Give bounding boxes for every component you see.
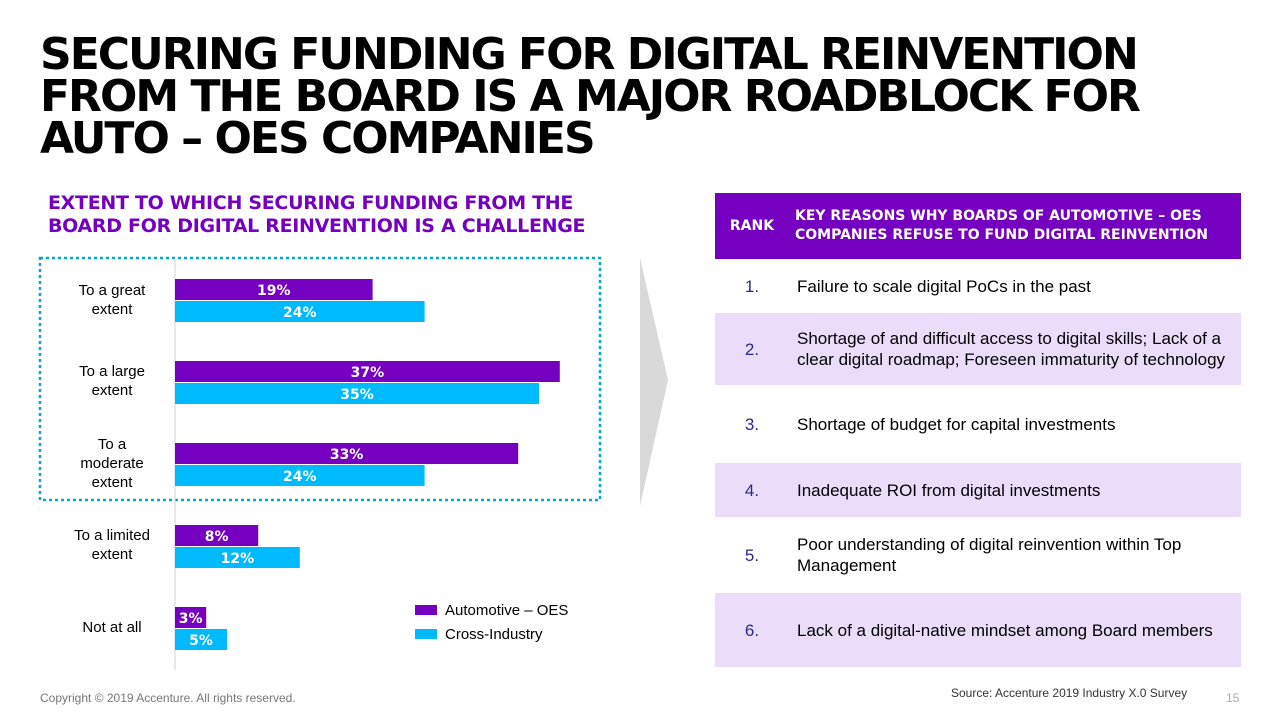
category-label-not-at-all: Not at all [82, 619, 142, 636]
data-label-cross-industry-to-a-great-extent: 24% [283, 305, 317, 321]
table-row: 2. Shortage of and difficult access to di… [715, 313, 1241, 385]
data-label-automotive-oes-to-a-limited-extent: 8% [205, 529, 229, 545]
reasons-table: RANK KEY REASONS WHY BOARDS OF AUTOMOTIV… [715, 193, 1241, 667]
data-label-cross-industry-to-a-moderate-extent: 24% [283, 469, 317, 485]
bar-cross-industry-to-a-large-extent [175, 383, 539, 404]
copyright-text: Copyright © 2019 Accenture. All rights r… [40, 691, 296, 705]
legend-item-cross-industry: Cross-Industry [415, 622, 568, 646]
reason-header: KEY REASONS WHY BOARDS OF AUTOMOTIVE – O… [795, 208, 1209, 243]
legend-label-cross-industry: Cross-Industry [445, 625, 543, 643]
chart-legend: Automotive – OES Cross-Industry [415, 598, 568, 646]
bar-chart: 19% 24% 37% 35% 33% 24% 8% 12% 3% 5% [38, 256, 602, 670]
bar-cross-industry-to-a-moderate-extent [175, 465, 425, 486]
bar-cross-industry-not-at-all [175, 629, 227, 650]
divider-arrow [640, 258, 668, 506]
chart-title: EXTENT TO WHICH SECURING FUNDING FROM TH… [48, 192, 586, 237]
source-text: Source: Accenture 2019 Industry X.0 Surv… [951, 686, 1188, 700]
reason-cell: Inadequate ROI from digital investments [797, 480, 1101, 500]
rank-cell: 6. [744, 620, 760, 640]
table-body: 1. Failure to scale digital PoCs in the p… [715, 259, 1241, 667]
table-header: RANK KEY REASONS WHY BOARDS OF AUTOMOTIV… [715, 193, 1241, 259]
legend-label-automotive: Automotive – OES [445, 601, 569, 619]
rank-cell: 3. [744, 414, 760, 434]
reason-cell: Shortage of budget for capital investmen… [797, 414, 1116, 434]
data-label-automotive-oes-to-a-great-extent: 19% [257, 283, 291, 299]
data-label-cross-industry-to-a-large-extent: 35% [340, 387, 374, 403]
legend-swatch-automotive [415, 605, 437, 615]
table-row: 5. Poor understanding of digital reinvent… [715, 517, 1241, 593]
bar-cross-industry-to-a-limited-extent [175, 547, 300, 568]
rank-cell: 5. [744, 545, 760, 565]
bar-cross-industry-to-a-great-extent [175, 301, 425, 322]
data-label-automotive-oes-to-a-large-extent: 37% [351, 365, 385, 381]
category-label-to-a-moderate-extent: To a moderate extent [80, 436, 144, 491]
table-row: 1. Failure to scale digital PoCs in the p… [715, 259, 1241, 313]
highlight-box [38, 256, 602, 502]
bar-automotive-oes-to-a-large-extent [175, 361, 560, 382]
rank-cell: 4. [744, 480, 760, 500]
bar-automotive-oes-to-a-great-extent [175, 279, 373, 300]
category-label-to-a-large-extent: To a large extent [79, 363, 145, 399]
bar-automotive-oes-not-at-all [175, 607, 207, 628]
data-label-automotive-oes-not-at-all: 3% [179, 611, 203, 627]
table-row: 4. Inadequate ROI from digital investment… [715, 463, 1241, 517]
data-label-cross-industry-not-at-all: 5% [189, 633, 213, 649]
bar-automotive-oes-to-a-moderate-extent [175, 443, 519, 464]
reason-cell: Poor understanding of digital reinventio… [797, 535, 1182, 575]
table-row: 6. Lack of a digital-native mindset among… [715, 593, 1241, 667]
page-number: 15 [1226, 691, 1240, 705]
bar-group: 19% 24% 37% 35% 33% 24% 8% 12% 3% 5% [175, 279, 560, 650]
reason-cell: Shortage of and difficult access to digi… [797, 329, 1226, 369]
rank-header: RANK [729, 218, 775, 234]
data-label-automotive-oes-to-a-moderate-extent: 33% [330, 447, 364, 463]
category-label-to-a-limited-extent: To a limited extent [74, 527, 150, 563]
rank-cell: 2. [744, 339, 760, 359]
page-title: SECURING FUNDING FOR DIGITAL REINVENTION… [40, 29, 1141, 164]
reason-cell: Failure to scale digital PoCs in the pas… [797, 276, 1091, 296]
table-row: 3. Shortage of budget for capital investm… [715, 385, 1241, 463]
bar-automotive-oes-to-a-limited-extent [175, 525, 259, 546]
reason-cell: Lack of a digital-native mindset among B… [797, 620, 1213, 640]
data-label-cross-industry-to-a-limited-extent: 12% [221, 551, 255, 567]
rank-cell: 1. [744, 276, 760, 296]
category-label-to-a-great-extent: To a great extent [78, 282, 146, 318]
legend-item-automotive: Automotive – OES [415, 598, 568, 622]
legend-swatch-cross-industry [415, 629, 437, 639]
